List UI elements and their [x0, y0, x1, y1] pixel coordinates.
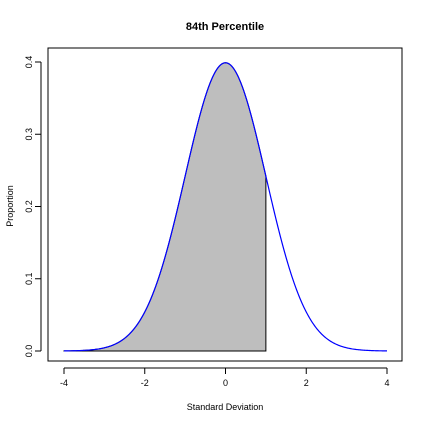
y-tick-label: 0.2	[24, 200, 34, 213]
plot-content	[63, 62, 387, 352]
x-tick-label: 2	[304, 378, 309, 388]
y-axis: 0.0 0.1 0.2 0.3 0.4	[24, 56, 42, 358]
density-curve	[64, 62, 387, 352]
x-tick-label: 0	[223, 378, 228, 388]
y-tick-label: 0.4	[24, 56, 34, 69]
y-axis-label: Proportion	[5, 185, 15, 227]
y-tick-label: 0.0	[24, 345, 34, 358]
x-axis-label: Standard Deviation	[187, 402, 264, 412]
y-tick-label: 0.3	[24, 128, 34, 141]
y-tick-label: 0.1	[24, 272, 34, 285]
x-tick-label: 4	[384, 378, 389, 388]
x-tick-label: -2	[141, 378, 149, 388]
x-axis: -4 -2 0 2 4	[60, 367, 390, 388]
plot-frame	[47, 47, 403, 362]
chart-title: 84th Percentile	[186, 21, 264, 33]
x-tick-label: -4	[60, 378, 68, 388]
